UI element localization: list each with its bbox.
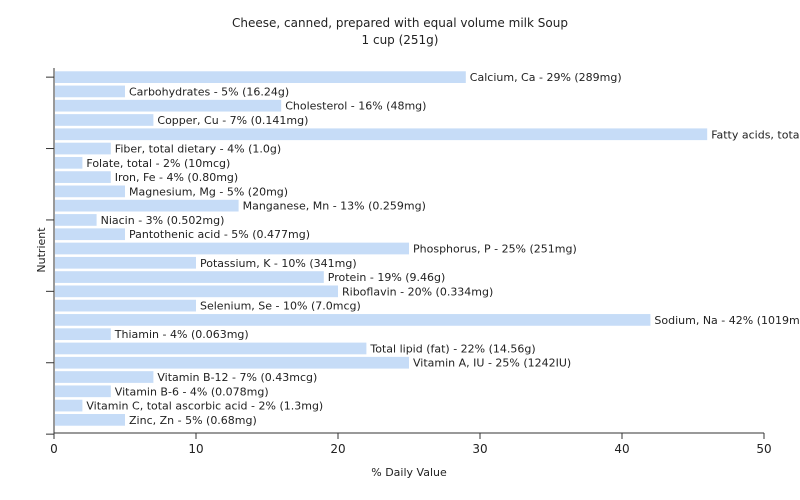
bar-label-12: Phosphorus, P - 25% (251mg)	[413, 243, 577, 256]
y-axis-ticks	[46, 76, 54, 435]
bar-label-0: Calcium, Ca - 29% (289mg)	[470, 71, 622, 84]
bar-3	[55, 114, 154, 126]
bar-9	[55, 199, 239, 212]
bar-label-18: Thiamin - 4% (0.063mg)	[114, 328, 249, 341]
bar-label-5: Fiber, total dietary - 4% (1.0g)	[115, 143, 281, 156]
chart-title: Cheese, canned, prepared with equal volu…	[232, 16, 568, 30]
bar-label-17: Sodium, Na - 42% (1019mg)	[654, 314, 800, 327]
bar-label-21: Vitamin B-12 - 7% (0.43mcg)	[157, 371, 317, 384]
bar-label-6: Folate, total - 2% (10mcg)	[86, 157, 230, 170]
bar-21	[55, 371, 154, 383]
bar-7	[55, 171, 111, 183]
bar-14	[55, 271, 324, 283]
bar-label-1: Carbohydrates - 5% (16.24g)	[129, 85, 289, 98]
bar-label-10: Niacin - 3% (0.502mg)	[101, 214, 225, 227]
bar-13	[55, 256, 196, 269]
bar-label-11: Pantothenic acid - 5% (0.477mg)	[129, 228, 310, 241]
bar-1	[55, 85, 125, 98]
bar-label-8: Magnesium, Mg - 5% (20mg)	[129, 185, 288, 198]
bar-label-20: Vitamin A, IU - 25% (1242IU)	[413, 357, 571, 370]
bar-22	[55, 385, 111, 398]
x-tick-label-4: 40	[614, 442, 629, 456]
x-axis-title: % Daily Value	[371, 466, 447, 479]
x-tick-label-3: 30	[472, 442, 487, 456]
bar-label-19: Total lipid (fat) - 22% (14.56g)	[369, 342, 535, 355]
bar-11	[55, 228, 125, 241]
x-tick-label-2: 20	[330, 442, 345, 456]
bar-5	[55, 142, 111, 155]
bar-label-23: Vitamin C, total ascorbic acid - 2% (1.3…	[86, 400, 323, 413]
bar-label-22: Vitamin B-6 - 4% (0.078mg)	[115, 385, 269, 398]
bar-20	[55, 356, 409, 369]
bar-6	[55, 156, 83, 169]
bar-label-14: Protein - 19% (9.46g)	[328, 271, 446, 284]
x-tick-label-1: 10	[188, 442, 203, 456]
bar-label-9: Manganese, Mn - 13% (0.259mg)	[243, 200, 426, 213]
bar-label-16: Selenium, Se - 10% (7.0mcg)	[200, 300, 361, 313]
bar-12	[55, 242, 409, 255]
bar-15	[55, 285, 338, 298]
bar-label-3: Copper, Cu - 7% (0.141mg)	[157, 114, 308, 127]
bar-label-24: Zinc, Zn - 5% (0.68mg)	[129, 414, 257, 427]
bar-2	[55, 99, 282, 112]
bar-19	[55, 342, 367, 355]
y-axis-title: Nutrient	[35, 227, 48, 273]
bar-8	[55, 185, 125, 198]
bar-10	[55, 214, 97, 226]
bar-24	[55, 414, 125, 426]
bar-label-13: Potassium, K - 10% (341mg)	[200, 257, 357, 270]
bar-18	[55, 328, 111, 341]
chart-subtitle: 1 cup (251g)	[362, 33, 439, 47]
bar-label-2: Cholesterol - 16% (48mg)	[285, 100, 426, 113]
x-axis-ticks: 0 10 20 30 40 50	[50, 433, 772, 456]
bar-17	[55, 314, 651, 326]
x-tick-label-0: 0	[50, 442, 58, 456]
bar-label-15: Riboflavin - 20% (0.334mg)	[342, 285, 493, 298]
bar-4	[55, 128, 708, 141]
bar-labels-layer: Calcium, Ca - 29% (289mg) Carbohydrates -…	[86, 71, 800, 427]
bar-label-4: Fatty acids, total saturated - 46% (9.11…	[711, 128, 800, 141]
bar-0	[55, 71, 466, 83]
bar-label-7: Iron, Fe - 4% (0.80mg)	[115, 171, 238, 184]
bars-layer	[55, 71, 708, 426]
bar-16	[55, 299, 196, 312]
x-tick-label-5: 50	[756, 442, 771, 456]
bar-23	[55, 399, 83, 412]
